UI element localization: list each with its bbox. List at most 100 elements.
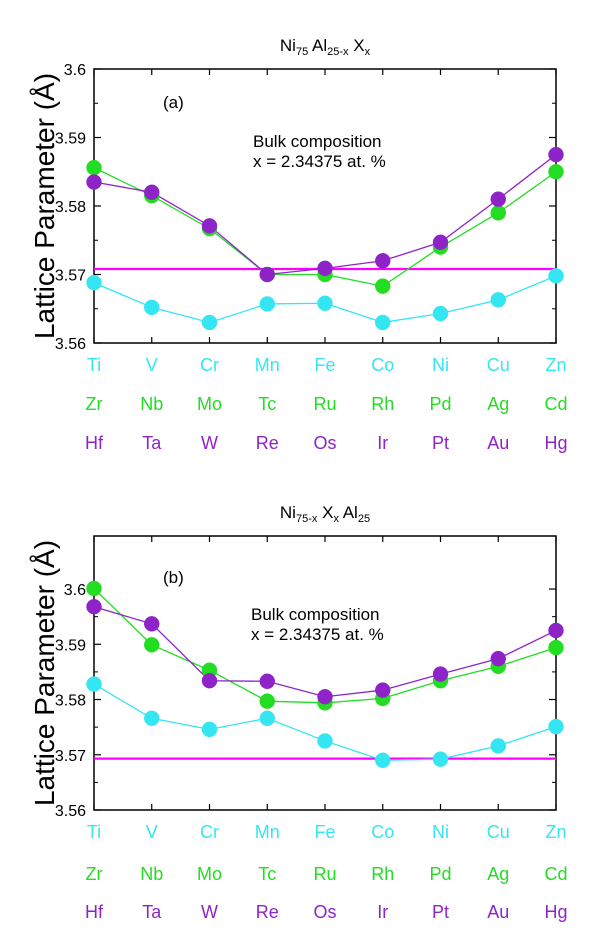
data-point-Au xyxy=(490,650,506,667)
x-tick-label-Ni: Ni xyxy=(432,822,449,842)
x-tick-label-Hg: Hg xyxy=(544,433,567,453)
x-tick-label-Nb: Nb xyxy=(140,394,163,414)
data-point-Ta xyxy=(144,184,160,201)
x-tick-label-Hf: Hf xyxy=(85,902,104,922)
data-point-Cd xyxy=(548,639,564,656)
data-point-Mn xyxy=(259,710,275,727)
x-tick-label-Co: Co xyxy=(371,822,394,842)
x-tick-label-Mn: Mn xyxy=(255,355,280,375)
x-tick-label-Mo: Mo xyxy=(197,864,222,884)
x-tick-label-Zr: Zr xyxy=(86,864,103,884)
annotation-line-1: Bulk composition xyxy=(253,132,382,151)
annotation-line-2: x = 2.34375 at. % xyxy=(251,625,384,644)
y-tick-label: 3.56 xyxy=(55,803,86,820)
x-tick-label-Cd: Cd xyxy=(544,394,567,414)
x-tick-label-W: W xyxy=(201,902,218,922)
y-tick-label: 3.57 xyxy=(55,748,86,765)
panel-label: (a) xyxy=(163,93,184,112)
x-tick-label-Ni: Ni xyxy=(432,355,449,375)
data-point-Cr xyxy=(201,314,218,331)
x-tick-label-Zr: Zr xyxy=(86,394,103,414)
data-point-V xyxy=(144,299,160,316)
x-tick-label-Re: Re xyxy=(256,433,279,453)
data-point-Pt xyxy=(432,234,449,251)
x-tick-label-Ta: Ta xyxy=(142,433,162,453)
x-tick-label-Zn: Zn xyxy=(545,822,566,842)
x-tick-label-Os: Os xyxy=(313,902,336,922)
x-tick-label-Ru: Ru xyxy=(313,864,336,884)
data-point-Au xyxy=(490,191,506,207)
data-point-Mn xyxy=(259,296,275,312)
data-point-Hg xyxy=(548,146,564,163)
data-point-Pt xyxy=(432,666,449,682)
data-point-Nb xyxy=(144,637,160,653)
data-point-Cr xyxy=(201,721,218,738)
data-point-Zr xyxy=(86,159,102,176)
data-point-Fe xyxy=(317,733,333,749)
data-point-Ta xyxy=(144,616,160,632)
x-tick-label-Re: Re xyxy=(256,902,279,922)
x-tick-label-Ta: Ta xyxy=(142,902,162,922)
x-tick-label-Cd: Cd xyxy=(544,864,567,884)
data-point-Rh xyxy=(375,278,391,294)
x-tick-label-Pt: Pt xyxy=(432,433,449,453)
data-point-Hf xyxy=(86,174,102,190)
data-point-W xyxy=(201,672,218,689)
y-tick-label: 3.58 xyxy=(55,199,86,216)
y-axis-label: Lattice Parameter (Å) xyxy=(29,540,60,806)
panel-label: (b) xyxy=(163,568,184,587)
data-point-Ti xyxy=(86,676,102,692)
data-point-Cu xyxy=(490,292,506,308)
x-tick-label-Ag: Ag xyxy=(487,864,509,884)
data-point-Re xyxy=(259,673,275,690)
x-tick-label-Cu: Cu xyxy=(487,822,510,842)
series-line-5d xyxy=(93,154,557,276)
x-tick-label-Tc: Tc xyxy=(258,864,276,884)
x-tick-label-Zn: Zn xyxy=(545,355,566,375)
data-point-Fe xyxy=(317,295,333,312)
y-tick-label: 3.58 xyxy=(55,693,86,710)
y-axis-label: Lattice Parameter (Å) xyxy=(29,73,60,339)
x-tick-label-Cr: Cr xyxy=(200,355,219,375)
data-point-Tc xyxy=(259,693,275,709)
x-tick-label-Mo: Mo xyxy=(197,394,222,414)
data-point-V xyxy=(144,710,160,727)
x-tick-label-Ag: Ag xyxy=(487,394,509,414)
data-point-Zn xyxy=(548,718,564,735)
x-tick-label-V: V xyxy=(146,355,158,375)
chart-title: Ni75 Al25-x Xx xyxy=(280,36,371,58)
data-point-Ir xyxy=(375,253,391,269)
x-tick-label-Cr: Cr xyxy=(200,822,219,842)
x-tick-label-Pd: Pd xyxy=(429,394,451,414)
x-tick-label-Pt: Pt xyxy=(432,902,449,922)
data-point-Hg xyxy=(548,622,564,639)
data-point-W xyxy=(201,218,218,234)
x-tick-label-Ti: Ti xyxy=(87,355,101,375)
x-tick-label-Tc: Tc xyxy=(258,394,276,414)
y-tick-label: 3.6 xyxy=(64,582,86,599)
data-point-Re xyxy=(259,266,275,283)
data-point-Os xyxy=(317,260,333,277)
data-point-Ni xyxy=(432,751,449,767)
chart-panel-a: Ni75 Al25-x Xx 3.56 3.57 3.58 3.59 3.6Lattice… xyxy=(29,36,568,453)
x-tick-label-Hg: Hg xyxy=(544,902,567,922)
x-tick-label-Rh: Rh xyxy=(371,394,394,414)
data-point-Co xyxy=(375,752,391,769)
x-tick-label-V: V xyxy=(146,822,158,842)
data-point-Ni xyxy=(432,305,449,322)
data-point-Zn xyxy=(548,268,564,284)
data-point-Cu xyxy=(490,738,506,754)
x-tick-label-Fe: Fe xyxy=(314,355,335,375)
data-point-Hf xyxy=(86,598,102,615)
x-tick-label-Ir: Ir xyxy=(377,902,388,922)
x-tick-label-Fe: Fe xyxy=(314,822,335,842)
x-tick-label-W: W xyxy=(201,433,218,453)
chart-panel-b: Ni75-x Xx Al25 3.56 3.57 3.58 3.59 3.6Lattice… xyxy=(29,503,568,922)
data-point-Os xyxy=(317,689,333,705)
x-tick-label-Cu: Cu xyxy=(487,355,510,375)
x-tick-label-Hf: Hf xyxy=(85,433,104,453)
y-tick-label: 3.57 xyxy=(55,268,86,285)
x-tick-label-Ir: Ir xyxy=(377,433,388,453)
data-point-Zr xyxy=(86,580,102,597)
